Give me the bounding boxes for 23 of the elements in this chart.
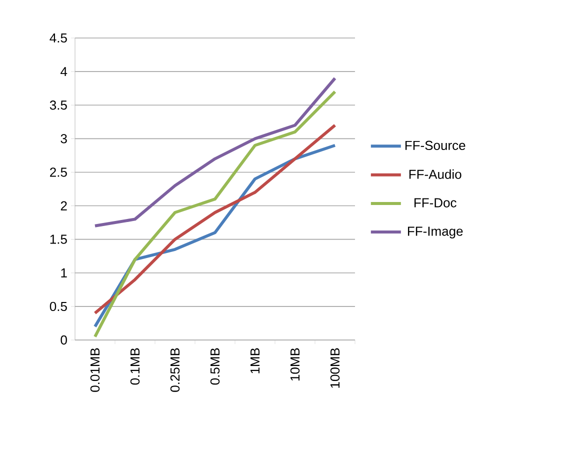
x-tick-label: 10MB — [290, 348, 300, 381]
x-tick-label: 0.01MB — [90, 348, 100, 392]
x-tick-label: 100MB — [330, 348, 340, 388]
y-tick-label: 1 — [61, 268, 67, 278]
x-tick-label: 0.5MB — [210, 348, 220, 385]
y-tick-label: 0 — [60, 335, 67, 345]
y-tick-label: 2.5 — [50, 168, 67, 177]
y-tick-label: 4 — [60, 67, 68, 76]
line-series — [94, 90, 336, 338]
y-tick-label: 3.5 — [50, 100, 67, 110]
legend-label: FF-Image — [408, 226, 463, 238]
y-tick-label: 4.5 — [50, 33, 67, 43]
y-tick-label: 0.5 — [50, 302, 67, 312]
legend-label: FF-Source — [405, 140, 466, 150]
legend-label: FF-Audio — [409, 169, 462, 179]
line-series — [94, 76, 336, 228]
legend-label: FF-Doc — [414, 198, 456, 208]
x-tick-label: 0.25MB — [170, 348, 180, 392]
y-tick-label: 2 — [60, 201, 67, 210]
x-tick-label: 1MB — [250, 348, 260, 374]
y-tick-label: 1.5 — [50, 234, 67, 244]
y-tick-label: 3 — [60, 134, 67, 144]
x-tick-label: 0.1MB — [130, 348, 140, 385]
